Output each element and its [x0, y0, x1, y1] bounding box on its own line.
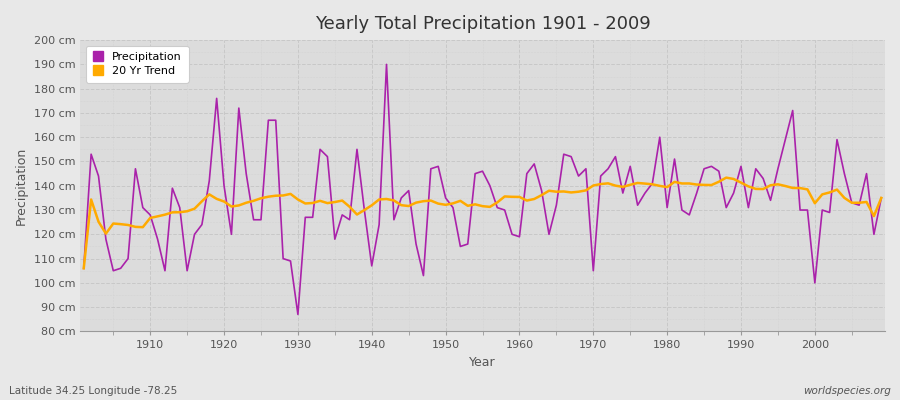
20 Yr Trend — [78, 266, 89, 271]
Text: worldspecies.org: worldspecies.org — [803, 386, 891, 396]
20 Yr Trend — [138, 225, 148, 230]
20 Yr Trend — [514, 194, 525, 199]
20 Yr Trend — [507, 194, 517, 199]
Precipitation — [876, 196, 886, 200]
Precipitation — [352, 147, 363, 152]
Precipitation — [529, 162, 540, 166]
Precipitation — [381, 62, 392, 67]
20 Yr Trend — [721, 175, 732, 180]
Y-axis label: Precipitation: Precipitation — [15, 147, 28, 225]
Line: 20 Yr Trend: 20 Yr Trend — [84, 178, 881, 268]
Precipitation — [292, 312, 303, 317]
20 Yr Trend — [603, 181, 614, 186]
20 Yr Trend — [344, 204, 355, 209]
Title: Yearly Total Precipitation 1901 - 2009: Yearly Total Precipitation 1901 - 2009 — [315, 15, 651, 33]
Line: Precipitation: Precipitation — [84, 64, 881, 314]
X-axis label: Year: Year — [469, 356, 496, 369]
20 Yr Trend — [300, 201, 310, 206]
Precipitation — [521, 171, 532, 176]
Precipitation — [307, 215, 318, 220]
Precipitation — [78, 266, 89, 271]
Precipitation — [138, 205, 148, 210]
Precipitation — [617, 191, 628, 196]
20 Yr Trend — [876, 196, 886, 200]
Legend: Precipitation, 20 Yr Trend: Precipitation, 20 Yr Trend — [86, 46, 189, 82]
Text: Latitude 34.25 Longitude -78.25: Latitude 34.25 Longitude -78.25 — [9, 386, 177, 396]
